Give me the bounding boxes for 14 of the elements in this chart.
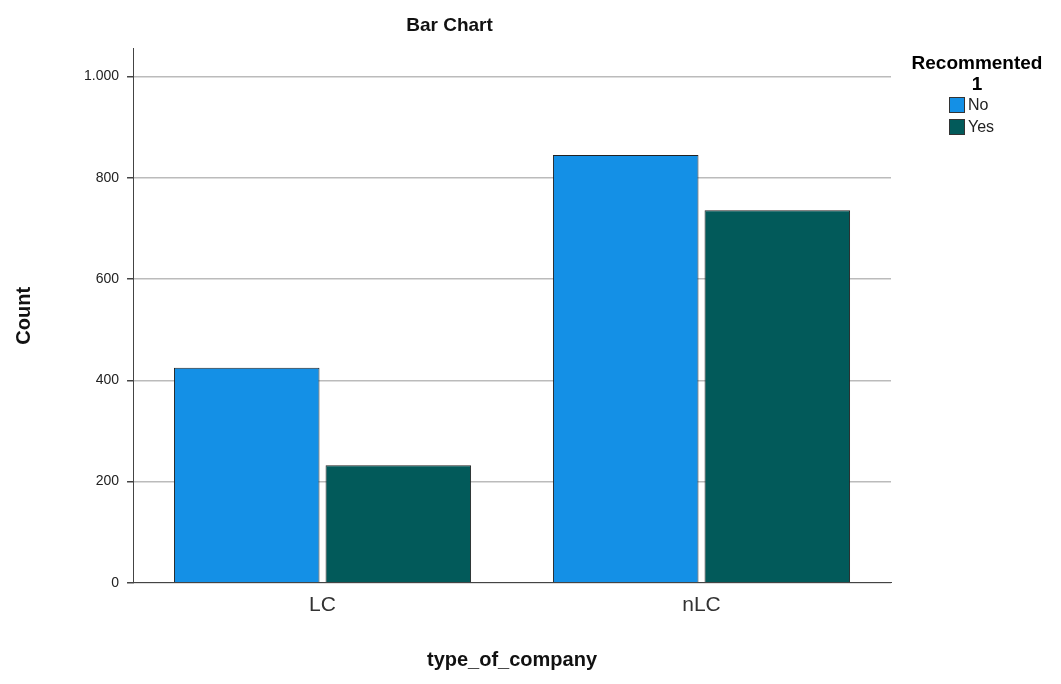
y-tick-label: 200 bbox=[95, 472, 120, 489]
chart-title: Bar Chart bbox=[406, 13, 494, 35]
y-tick-label: 800 bbox=[95, 168, 120, 185]
y-tick-label: 1.000 bbox=[83, 67, 120, 84]
x-axis-title: type_of_company bbox=[426, 647, 598, 670]
x-tick-label: LC bbox=[309, 592, 336, 616]
y-tick-label: 600 bbox=[95, 269, 120, 286]
y-axis-title: Count bbox=[11, 286, 34, 345]
legend-label: Yes bbox=[968, 118, 995, 136]
legend-title: Recommented 1 bbox=[910, 52, 1044, 94]
x-tick-label: nLC bbox=[682, 592, 721, 616]
legend-label: No bbox=[968, 96, 989, 114]
y-tick-label: 0 bbox=[111, 573, 120, 590]
y-tick-label: 400 bbox=[95, 371, 120, 388]
